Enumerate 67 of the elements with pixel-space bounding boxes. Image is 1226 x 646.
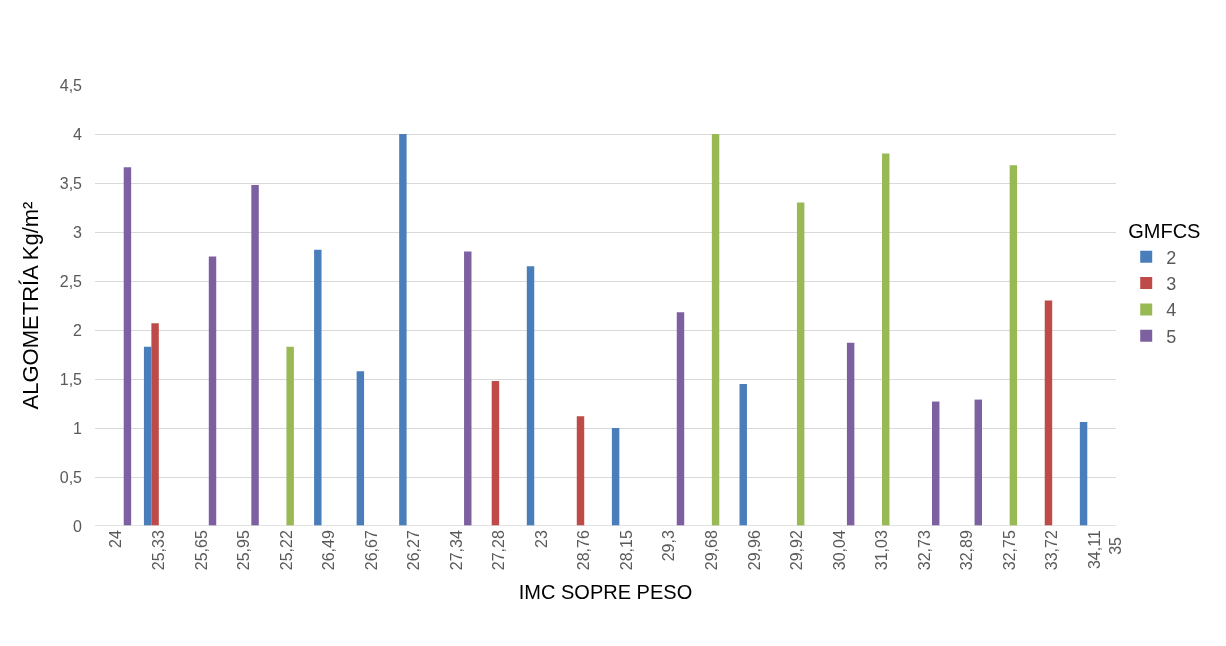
y-tick-label: 4,5 xyxy=(59,76,83,94)
bar xyxy=(286,346,294,526)
y-tick-label: 2,5 xyxy=(59,272,83,290)
bar xyxy=(491,380,500,526)
x-tick-label: 29,3 xyxy=(660,530,678,562)
bar xyxy=(846,342,855,526)
bar xyxy=(526,266,535,526)
bar xyxy=(576,416,585,526)
legend-label: 4 xyxy=(1166,300,1177,321)
x-axis-title: IMC SOPRE PESO xyxy=(518,580,693,603)
x-tick-label: 26,49 xyxy=(320,530,338,571)
bar xyxy=(464,251,472,526)
bar xyxy=(711,134,720,526)
x-tick-label: 33,72 xyxy=(1043,530,1061,571)
bar xyxy=(399,134,407,526)
bar xyxy=(123,167,132,526)
x-tick-label: 25,22 xyxy=(277,530,295,571)
x-tick-label: 25,65 xyxy=(192,530,210,571)
x-tick-label: 32,75 xyxy=(1000,530,1018,571)
x-tick-label: 27,34 xyxy=(447,530,465,571)
y-tick-label: 0 xyxy=(73,517,83,535)
y-tick-label: 3,5 xyxy=(59,174,83,192)
x-tick-label: 26,27 xyxy=(405,530,423,571)
bar xyxy=(208,256,217,526)
y-tick-label: 1,5 xyxy=(59,370,83,388)
bar xyxy=(356,371,365,526)
x-tick-label: 32,89 xyxy=(958,530,976,571)
bar xyxy=(611,428,620,526)
x-tick-label: 27,28 xyxy=(490,530,508,571)
bar xyxy=(676,312,685,526)
bar xyxy=(739,383,747,526)
x-tick-label: 25,95 xyxy=(235,530,253,571)
legend-label: 2 xyxy=(1166,247,1177,268)
bar xyxy=(882,153,890,526)
x-tick-label: 30,04 xyxy=(830,530,848,571)
y-tick-label: 2 xyxy=(73,321,83,339)
bar xyxy=(1079,422,1088,526)
bar xyxy=(151,323,159,526)
y-tick-label: 1 xyxy=(73,419,83,437)
x-tick-label: 28,76 xyxy=(575,530,593,571)
bar xyxy=(314,249,322,526)
x-tick-label: 28,15 xyxy=(617,530,635,571)
x-tick-label: 34,11 xyxy=(1085,530,1103,570)
legend-label: 5 xyxy=(1166,326,1177,347)
legend-label: 3 xyxy=(1166,274,1177,295)
x-tick-label: 24 xyxy=(107,530,125,548)
y-tick-label: 3 xyxy=(73,223,83,241)
y-tick-label: 0,5 xyxy=(59,468,83,486)
x-tick-label: 23 xyxy=(532,530,550,548)
bar xyxy=(1044,300,1053,526)
bar xyxy=(974,399,982,526)
y-axis-title: ALGOMETRÍA Kg/m² xyxy=(17,201,43,410)
x-tick-label: 31,03 xyxy=(873,530,891,571)
x-tick-label: 29,92 xyxy=(788,530,806,571)
bar xyxy=(1009,165,1018,526)
x-tick-label: 29,68 xyxy=(703,530,721,571)
x-tick-label: 32,73 xyxy=(915,530,933,571)
text: 35 xyxy=(1107,536,1125,555)
y-tick-label: 4 xyxy=(73,125,83,143)
x-tick-label: 25,33 xyxy=(150,530,168,571)
x-tick-label: 26,67 xyxy=(362,530,380,571)
legend-title: GMFCS xyxy=(1128,220,1201,243)
bar xyxy=(932,401,940,526)
x-tick-label: 29,96 xyxy=(745,530,763,571)
bar xyxy=(796,202,805,526)
bar xyxy=(251,184,259,526)
bar xyxy=(143,346,152,526)
